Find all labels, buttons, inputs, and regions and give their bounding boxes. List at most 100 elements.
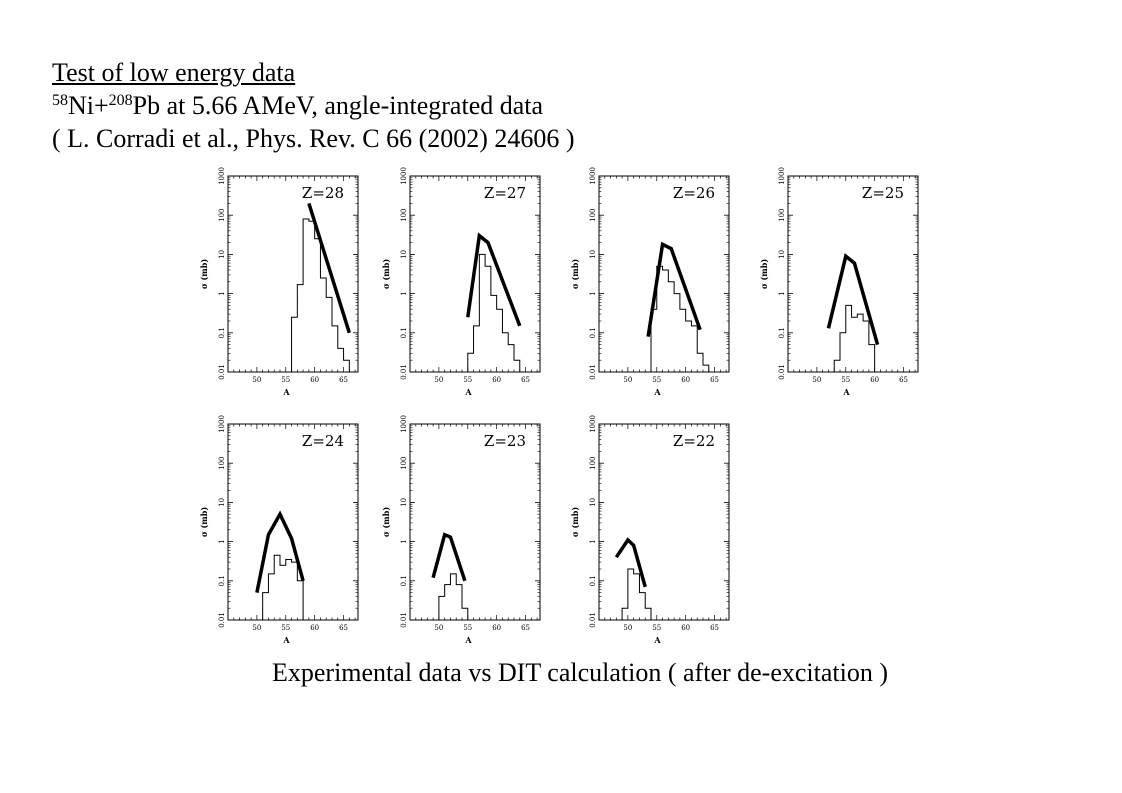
y-axis-title: σ (mb) <box>759 259 769 290</box>
y-tick-label: 10 <box>218 250 226 259</box>
x-tick-label: 65 <box>339 624 348 632</box>
dit-calculation-line <box>614 537 647 588</box>
y-tick-label: 1 <box>218 539 226 543</box>
y-tick-label: 1000 <box>218 415 226 433</box>
x-tick-label: 65 <box>899 376 908 384</box>
x-tick-label: 55 <box>841 376 850 384</box>
y-axis-title: σ (mb) <box>199 507 209 538</box>
z-label: Z=28 <box>302 184 344 202</box>
slide-caption: Experimental data vs DIT calculation ( a… <box>271 658 889 687</box>
chart-panel-z23: 0.01 0.1 1 10 100 1000 50 55 60 65 Aσ (mb) Z=23 <box>381 415 541 645</box>
y-tick-label: 0.01 <box>589 612 597 628</box>
x-axis-title: A <box>653 387 661 397</box>
y-tick-label: 0.1 <box>400 575 408 586</box>
y-tick-label: 10 <box>400 498 408 507</box>
y-tick-label: 100 <box>778 209 786 222</box>
x-axis-title: A <box>282 387 290 397</box>
x-tick-label: 65 <box>521 376 530 384</box>
x-tick-label: 50 <box>434 624 443 632</box>
experimental-histogram <box>262 554 304 620</box>
y-tick-label: 100 <box>400 457 408 470</box>
y-tick-label: 1000 <box>589 415 597 433</box>
experimental-histogram <box>650 265 710 372</box>
x-tick-label: 55 <box>281 624 290 632</box>
x-tick-label: 50 <box>623 624 632 632</box>
y-tick-label: 1 <box>589 539 597 543</box>
x-tick-label: 65 <box>710 624 719 632</box>
x-tick-label: 60 <box>870 376 879 384</box>
z-label: Z=26 <box>673 184 715 202</box>
y-tick-label: 10 <box>400 250 408 259</box>
y-tick-label: 100 <box>589 457 597 470</box>
y-axis-title: σ (mb) <box>199 259 209 290</box>
y-tick-label: 1 <box>218 291 226 295</box>
y-tick-label: 10 <box>589 250 597 259</box>
reaction-description: Pb at 5.66 AMeV, angle-integrated data <box>132 91 544 120</box>
plot-frame <box>598 423 730 621</box>
z-label: Z=23 <box>484 432 526 450</box>
x-axis-title: A <box>464 635 472 645</box>
y-tick-label: 10 <box>778 250 786 259</box>
chart-panel-z26: 0.01 0.1 1 10 100 1000 50 55 60 65 Aσ (mb) Z=26 <box>570 167 730 397</box>
z-label: Z=24 <box>302 432 344 450</box>
y-tick-label: 0.01 <box>589 364 597 380</box>
x-tick-label: 65 <box>710 376 719 384</box>
experimental-histogram <box>833 304 876 372</box>
x-tick-label: 55 <box>463 624 472 632</box>
x-tick-label: 50 <box>434 376 443 384</box>
z-label: Z=22 <box>673 432 715 450</box>
dit-calculation-line <box>431 532 467 582</box>
plot-frame <box>409 423 541 621</box>
dit-calculation-line <box>255 510 305 593</box>
plot-frame <box>409 175 541 373</box>
slide-heading: Test of low energy data <box>52 58 296 87</box>
y-tick-label: 100 <box>218 457 226 470</box>
y-tick-label: 1 <box>400 291 408 295</box>
y-tick-label: 1000 <box>400 415 408 433</box>
x-tick-label: 60 <box>310 624 319 632</box>
x-tick-label: 60 <box>492 624 501 632</box>
x-tick-label: 50 <box>812 376 821 384</box>
z-label: Z=27 <box>484 184 526 202</box>
y-tick-label: 0.01 <box>400 612 408 628</box>
y-axis-title: σ (mb) <box>570 259 580 290</box>
y-tick-label: 1000 <box>589 167 597 185</box>
x-tick-label: 55 <box>652 376 661 384</box>
x-tick-label: 55 <box>463 376 472 384</box>
y-tick-label: 1000 <box>218 167 226 185</box>
y-tick-label: 100 <box>218 209 226 222</box>
plot-frame <box>227 175 359 373</box>
chart-panel-z28: 0.01 0.1 1 10 100 1000 50 55 60 65 Aσ (mb) Z=28 <box>199 167 359 397</box>
x-axis-title: A <box>653 635 661 645</box>
title-block: Test of low energy data 58Ni+208Pb at 5.… <box>52 56 575 155</box>
experimental-histogram <box>467 253 526 373</box>
experimental-histogram <box>291 218 350 372</box>
plot-frame <box>787 175 919 373</box>
plot-frame <box>598 175 730 373</box>
y-tick-label: 1 <box>778 291 786 295</box>
y-tick-label: 0.1 <box>589 575 597 586</box>
y-tick-label: 0.1 <box>778 327 786 338</box>
x-tick-label: 50 <box>623 376 632 384</box>
y-axis-title: σ (mb) <box>381 507 391 538</box>
y-tick-label: 0.01 <box>218 364 226 380</box>
y-tick-label: 1 <box>400 539 408 543</box>
y-tick-label: 0.01 <box>400 364 408 380</box>
x-tick-label: 65 <box>339 376 348 384</box>
x-tick-label: 60 <box>681 624 690 632</box>
chart-panel-z25: 0.01 0.1 1 10 100 1000 50 55 60 65 Aσ (mb) Z=25 <box>759 167 919 397</box>
y-tick-label: 1 <box>589 291 597 295</box>
experimental-histogram <box>438 573 469 620</box>
x-tick-label: 65 <box>521 624 530 632</box>
y-tick-label: 0.1 <box>218 575 226 586</box>
y-tick-label: 100 <box>589 209 597 222</box>
y-tick-label: 1000 <box>778 167 786 185</box>
chart-panel-z22: 0.01 0.1 1 10 100 1000 50 55 60 65 Aσ (mb) Z=22 <box>570 415 730 645</box>
x-tick-label: 50 <box>252 376 261 384</box>
chart-panel-z27: 0.01 0.1 1 10 100 1000 50 55 60 65 Aσ (mb) Z=27 <box>381 167 541 397</box>
experimental-histogram <box>621 568 652 620</box>
plot-frame <box>227 423 359 621</box>
y-tick-label: 0.01 <box>778 364 786 380</box>
y-tick-label: 0.1 <box>589 327 597 338</box>
pb-mass-number: 208 <box>108 92 133 109</box>
